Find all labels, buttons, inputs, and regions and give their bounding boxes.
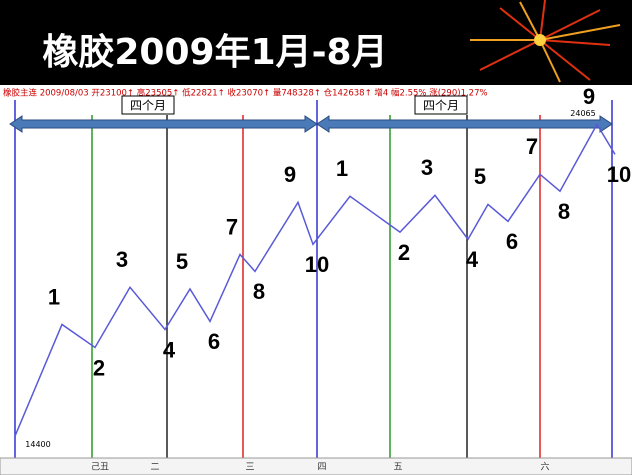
x-axis-strip — [0, 457, 632, 475]
x-label: 三 — [245, 463, 254, 473]
wave-label: 2 — [93, 355, 105, 380]
price-label: 24065 — [570, 109, 595, 118]
wave-label: 10 — [305, 252, 329, 277]
annotation-box — [414, 95, 468, 115]
info-bar: 橡胶主连 2009/08/03 开23100↑ 高23505↑ 低22821↑ … — [3, 88, 488, 99]
wave-label: 7 — [526, 134, 538, 159]
x-label: 己丑 — [91, 462, 109, 473]
wave-label: 9 — [284, 162, 296, 187]
wave-label: 10 — [607, 162, 631, 187]
wave-label: 1 — [336, 156, 348, 181]
wave-label: 6 — [208, 329, 220, 354]
wave-label: 8 — [253, 279, 265, 304]
wave-label: 3 — [116, 247, 128, 272]
title: 橡胶2009年1月-8月 — [42, 32, 387, 73]
wave-label: 3 — [421, 155, 433, 180]
range-arrows — [9, 115, 613, 133]
annotation: 四个月 — [130, 99, 166, 113]
fireworks — [470, 0, 621, 83]
wave-label: 5 — [176, 249, 188, 274]
x-label: 二 — [150, 463, 159, 473]
x-label: 四 — [317, 463, 326, 473]
wave-label: 7 — [226, 214, 238, 239]
annotation: 四个月 — [423, 99, 459, 113]
wave-label: 2 — [398, 240, 410, 265]
annotation-box — [121, 95, 175, 115]
wave-label: 4 — [466, 247, 479, 272]
price-label: 14400 — [25, 440, 50, 449]
wave-line — [14, 122, 616, 437]
wave-label: 4 — [163, 337, 176, 362]
month-lines — [14, 100, 613, 458]
x-label: 五 — [393, 463, 402, 473]
wave-label: 8 — [558, 199, 570, 224]
wave-label: 9 — [583, 84, 595, 109]
wave-label: 6 — [506, 229, 518, 254]
wave-label: 5 — [474, 164, 486, 189]
wave-label: 1 — [48, 284, 60, 309]
x-label: 六 — [540, 461, 549, 473]
